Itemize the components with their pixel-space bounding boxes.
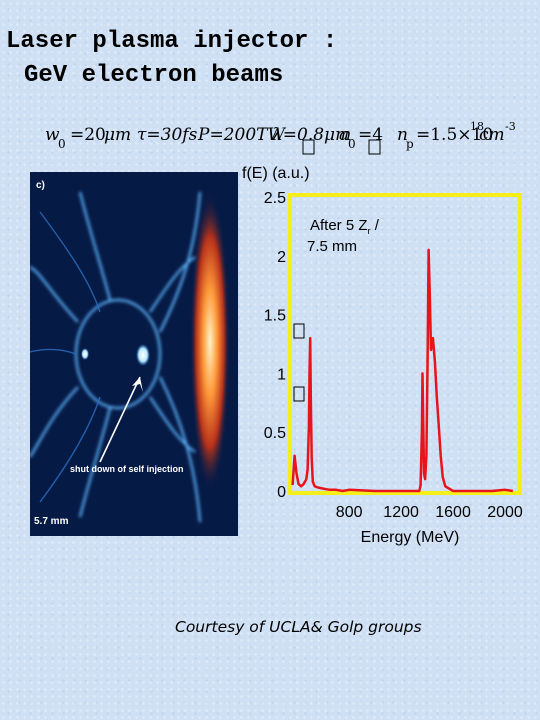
y-tick-label: 1 [277, 366, 286, 383]
param-np-value: =1.5×10 [416, 125, 493, 145]
param-np-unit: cm [479, 125, 505, 145]
param-tau: τ=30fs [137, 125, 198, 145]
energy-spectrum-chart: f(E) (a.u.) 0 0.5 1 1.5 2 2.5 800 1200 1600 2000… [242, 165, 523, 546]
param-w0-subscript: 0 [58, 137, 66, 151]
y-axis-label: f(E) (a.u.) [242, 165, 310, 182]
missing-glyph-box [293, 323, 305, 339]
arrowhead-icon [132, 377, 143, 392]
param-a0-symbol: a [339, 125, 349, 145]
simulation-snapshot: c) shut down of self injection 5.7 mm [30, 172, 238, 536]
param-np-symbol: n [397, 125, 408, 145]
laser-parameters: w 0 =20 μm τ=30fs P=200TW λ=0.8μm a 0 =4… [45, 120, 516, 155]
param-np-subscript: p [406, 137, 414, 151]
param-w0-unit: μm [104, 125, 131, 145]
x-axis-label: Energy (MeV) [361, 529, 460, 546]
param-a0-subscript: 0 [348, 137, 356, 151]
missing-glyph-box [368, 139, 381, 155]
y-tick-label: 2.5 [264, 190, 286, 207]
y-tick-label: 0 [277, 484, 286, 501]
param-w0-symbol: w [45, 125, 60, 145]
y-tick-label: 0.5 [264, 425, 286, 442]
panel-label: c) [36, 180, 45, 191]
x-tick-label: 1200 [383, 504, 419, 521]
param-wavelength: λ=0.8μm [271, 125, 351, 145]
x-tick-label: 1600 [435, 504, 471, 521]
missing-glyph-box [293, 386, 305, 402]
y-tick-label: 1.5 [264, 308, 286, 325]
slide-title-line-1: Laser plasma injector : [6, 28, 338, 55]
missing-glyph-box [302, 139, 315, 155]
credit-line: Courtesy of UCLA& Golp groups [175, 618, 422, 636]
trailing-bunch [81, 348, 89, 360]
distance-label: 5.7 mm [34, 516, 69, 527]
param-np-exponent: 18 [470, 120, 484, 133]
annotation-arrow [99, 376, 141, 463]
laser-pulse [190, 192, 230, 492]
x-tick-label: 2000 [487, 504, 523, 521]
annotation-after-label: After 5 Zr / [310, 217, 380, 236]
param-np-unit-exponent: -3 [505, 120, 516, 133]
x-tick-label: 800 [336, 504, 363, 521]
param-w0-value: =20 [70, 125, 106, 145]
spectrum-series-line [291, 248, 513, 493]
annotation-distance-label: 7.5 mm [307, 238, 357, 255]
slide-title-line-2: GeV electron beams [24, 62, 284, 89]
electron-bunch [136, 344, 150, 366]
self-injection-annotation: shut down of self injection [70, 464, 184, 474]
param-power: P=200TW [197, 125, 286, 145]
y-tick-label: 2 [277, 249, 286, 266]
plot-frame [288, 193, 522, 495]
param-a0-value: =4 [358, 125, 383, 145]
